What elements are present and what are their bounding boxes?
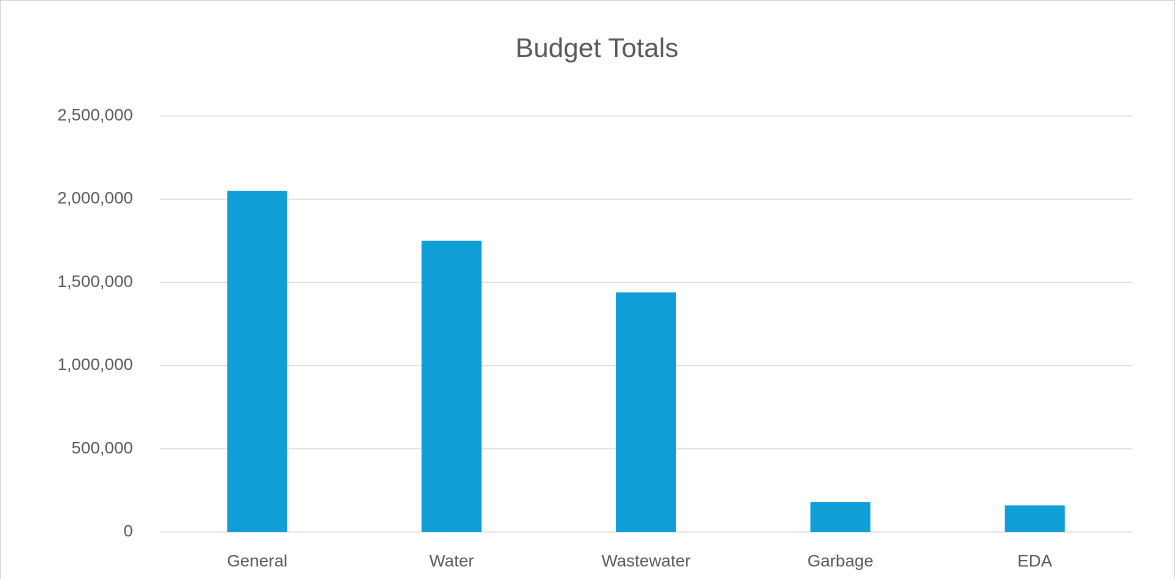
- y-tick-label: 2,500,000: [57, 105, 133, 124]
- x-tick-label: EDA: [1017, 551, 1053, 570]
- bar: [227, 190, 288, 532]
- chart-title: Budget Totals: [515, 33, 678, 63]
- x-tick-label: Garbage: [807, 551, 873, 570]
- y-tick-label: 1,500,000: [57, 272, 133, 291]
- y-tick-label: 1,000,000: [57, 355, 133, 374]
- x-tick-label: General: [227, 551, 287, 570]
- bar: [421, 240, 482, 533]
- x-tick-label: Wastewater: [601, 551, 690, 570]
- bar: [1004, 505, 1065, 532]
- bar: [616, 292, 676, 532]
- bar: [810, 502, 871, 532]
- x-tick-label: Water: [429, 551, 474, 570]
- y-tick-label: 2,000,000: [57, 189, 133, 208]
- y-tick-label: 0: [124, 521, 133, 540]
- y-tick-label: 500,000: [72, 438, 133, 457]
